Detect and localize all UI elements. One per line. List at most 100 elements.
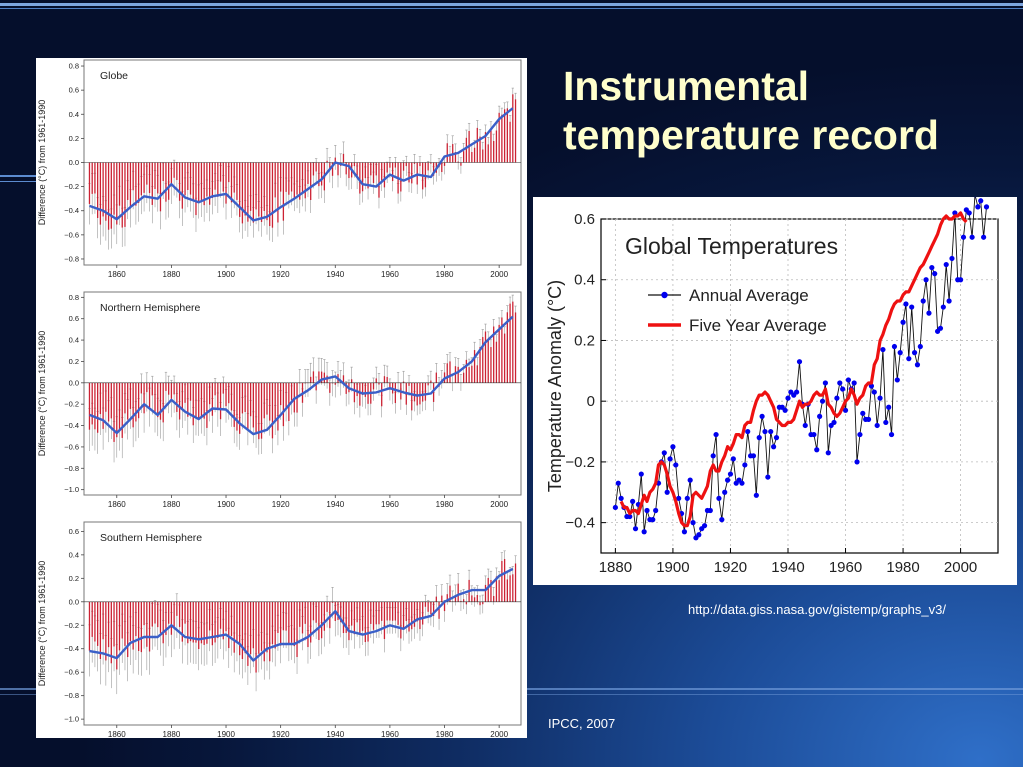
- x-tick-label: 1900: [217, 730, 235, 738]
- y-tick-label: −0.4: [64, 421, 79, 430]
- annual-average-point: [719, 517, 725, 523]
- annual-average-point: [673, 462, 679, 468]
- annual-average-point: [768, 428, 774, 435]
- annual-average-point: [842, 407, 849, 413]
- x-tick-label: 1920: [272, 270, 290, 279]
- annual-average-point: [765, 474, 771, 480]
- y-tick-label: −0.8: [64, 254, 79, 263]
- annual-average-point: [834, 395, 840, 401]
- y-tick-label: 0.8: [69, 62, 79, 71]
- giss-plot-frame: [600, 218, 999, 554]
- annual-average-point: [874, 422, 880, 429]
- x-tick-label: 1880: [599, 559, 632, 576]
- annual-average-point: [883, 419, 889, 426]
- annual-average-point: [670, 444, 676, 450]
- x-tick-label: 1860: [108, 500, 126, 509]
- annual-average-point: [762, 428, 768, 435]
- y-tick-label: −0.2: [64, 621, 79, 630]
- x-tick-label: 1960: [381, 730, 399, 738]
- annual-average-point: [929, 264, 935, 271]
- x-tick-label: 1880: [163, 500, 181, 509]
- y-tick-label: −1.0: [64, 715, 79, 724]
- x-tick-label: 1880: [163, 270, 181, 279]
- annual-average-point: [771, 444, 777, 450]
- y-tick-label: −0.6: [64, 668, 79, 677]
- x-tick-label: 1940: [326, 730, 344, 738]
- x-tick-label: 1940: [771, 559, 804, 576]
- x-tick-label: 1860: [108, 730, 126, 738]
- annual-average-point: [975, 204, 981, 210]
- annual-average-point: [739, 480, 745, 486]
- y-tick-label: −0.4: [565, 515, 595, 532]
- annual-average-point: [727, 471, 734, 477]
- annual-average-point: [641, 529, 647, 535]
- x-tick-label: 1900: [217, 270, 235, 279]
- annual-average-point: [952, 210, 958, 216]
- annual-average-point: [877, 395, 883, 401]
- giss-chart-title: Global Temperatures: [625, 233, 838, 259]
- annual-average-point: [627, 513, 633, 520]
- annual-average-point: [981, 234, 987, 240]
- x-tick-label: 1920: [272, 730, 290, 738]
- annual-average-point: [785, 395, 791, 401]
- x-tick-label: 2000: [490, 730, 508, 738]
- y-tick-label: −0.2: [64, 400, 79, 409]
- annual-average-point: [730, 456, 736, 462]
- annual-average-point: [773, 435, 780, 441]
- y-tick-label: −0.8: [64, 691, 79, 700]
- y-tick-label: −0.2: [64, 182, 79, 191]
- annual-average-point: [782, 407, 788, 413]
- annual-average-point: [802, 422, 808, 429]
- annual-average-point: [868, 383, 875, 389]
- y-tick-label: 0: [587, 393, 595, 410]
- annual-average-point: [676, 495, 682, 501]
- ipcc-y-axis-label: Difference (°C) from 1961-1990: [37, 561, 47, 687]
- legend-annual-label: Annual Average: [689, 286, 809, 305]
- annual-average-point: [759, 413, 765, 419]
- annual-average-point: [851, 380, 857, 386]
- annual-average-point: [716, 495, 722, 501]
- annual-average-point: [871, 389, 877, 395]
- y-tick-label: 0.6: [574, 211, 595, 228]
- annual-average-point: [978, 198, 984, 204]
- annual-average-point: [722, 489, 728, 495]
- annual-average-point: [819, 398, 826, 404]
- annual-average-point: [811, 431, 817, 438]
- y-tick-label: 0.6: [69, 527, 79, 536]
- annual-average-point: [894, 377, 900, 383]
- x-tick-label: 1920: [714, 559, 747, 576]
- annual-average-point: [745, 428, 751, 435]
- annual-average-point: [742, 462, 748, 468]
- annual-average-point: [822, 380, 828, 386]
- annual-average-point: [857, 431, 863, 438]
- y-tick-label: 0.4: [574, 272, 595, 289]
- y-tick-label: −0.4: [64, 206, 79, 215]
- x-tick-label: 1960: [381, 500, 399, 509]
- giss-chart: 1880 1900 1920 1940 1960 1980 2000 −0.4 −0.2 0 0.2…: [545, 192, 999, 576]
- annual-average-point: [903, 301, 909, 307]
- source-url[interactable]: http://data.giss.nasa.gov/gistemp/graphs…: [688, 602, 946, 617]
- slide-title-line-1: Instrumental: [563, 63, 810, 109]
- annual-average-point: [615, 480, 621, 486]
- ipcc-credit: IPCC, 2007: [548, 716, 616, 731]
- ipcc-figure-panel: 0.8 0.6 0.4 0.2 0.0 −0.2 −0.4 −0.6 −0.8 1860 1880 1…: [36, 58, 527, 739]
- annual-average-point: [840, 386, 846, 392]
- annual-average-point: [860, 410, 866, 416]
- annual-average-point: [630, 498, 636, 504]
- annual-average-point: [724, 477, 731, 483]
- x-tick-label: 1880: [163, 730, 181, 738]
- annual-average-point: [817, 413, 823, 419]
- annual-average-point: [750, 453, 757, 459]
- annual-average-point: [618, 495, 624, 501]
- annual-average-point: [906, 356, 912, 362]
- annual-average-point: [886, 404, 892, 410]
- ipcc-figure-svg: 0.8 0.6 0.4 0.2 0.0 −0.2 −0.4 −0.6 −0.8 1860 1880 1…: [37, 59, 522, 739]
- annual-average-point: [690, 520, 696, 526]
- annual-average-point: [796, 359, 803, 365]
- y-tick-label: −0.8: [64, 464, 79, 473]
- annual-average-point: [865, 416, 872, 422]
- smoothed-curve: [89, 107, 514, 222]
- x-tick-label: 1980: [886, 559, 919, 576]
- annual-average-point: [644, 507, 650, 514]
- annual-average-point: [946, 298, 952, 304]
